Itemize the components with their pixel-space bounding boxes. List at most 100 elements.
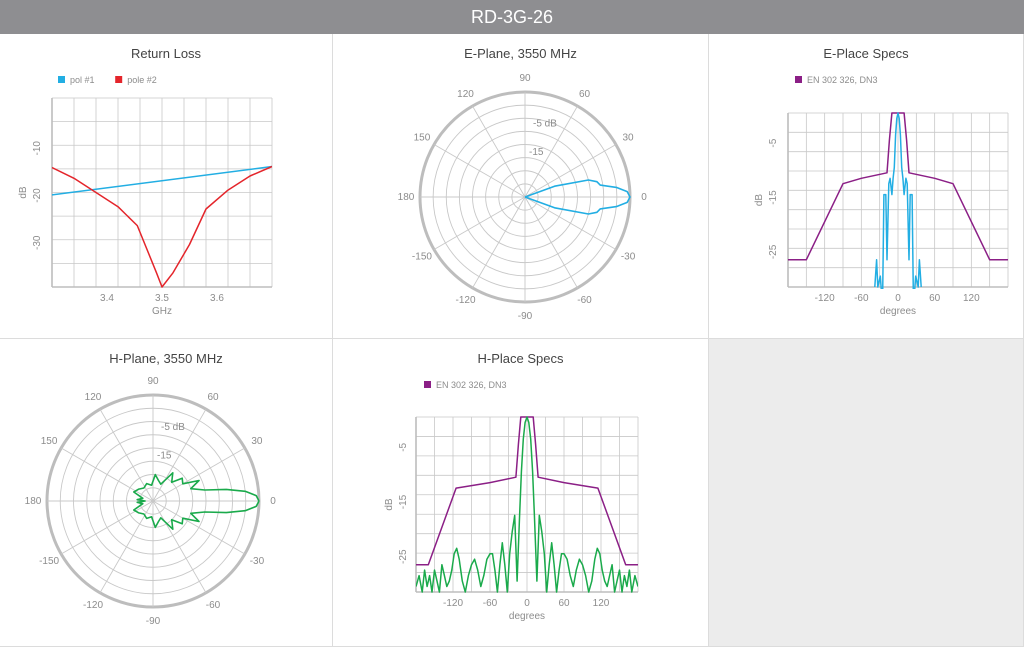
y-axis-label: dB: [384, 498, 395, 511]
panel-return-loss: Return Loss 3.4 3.5 3.6 -10 -20 -30 GHz dB pol #…: [0, 34, 333, 339]
y-tick-label: -20: [32, 188, 43, 203]
h-specs-chart: -120 -60 0 60 120 -5 -15 -25 degrees dB EN 302 326…: [384, 380, 639, 622]
polar-spoke: [472, 105, 526, 198]
y-tick-label: -5: [398, 442, 409, 451]
polar-spoke: [433, 144, 526, 198]
legend-label: pol #1: [70, 75, 95, 85]
h-plane-chart: 90 60 30 0 -30 -60 -90 -120 -150 180 150 120 -5 dB -1…: [25, 376, 277, 627]
polar-spoke: [472, 196, 526, 289]
app-title-bar: RD-3G-26: [0, 0, 1024, 34]
panel-h-plane: H-Plane, 3550 MHz 90 60 30 0 -30 -60 -90 -120 -1…: [0, 339, 333, 647]
angle-label: -150: [39, 556, 59, 567]
x-tick-label: 3.6: [210, 293, 224, 304]
y-tick-label: -5: [768, 138, 779, 147]
legend-label: pole #2: [127, 75, 157, 85]
panel-e-plane: E-Plane, 3550 MHz 90 60 30 0 -30 -60 -90 -120 -1…: [333, 34, 709, 339]
legend-label: EN 302 326, DN3: [807, 75, 878, 85]
x-tick-label: 120: [963, 293, 980, 304]
y-tick-label: -30: [32, 235, 43, 250]
angle-label: 60: [207, 392, 219, 403]
angle-label: -90: [518, 311, 533, 322]
series-line-2: [52, 165, 272, 288]
h-plane-title: H-Plane, 3550 MHz: [109, 351, 223, 366]
polar-spoke: [152, 500, 207, 594]
angle-label: -150: [412, 252, 432, 263]
y-axis-label: dB: [18, 186, 29, 199]
y-tick-label: -25: [398, 549, 409, 564]
x-tick-label: 3.5: [155, 293, 169, 304]
polar-spoke: [99, 408, 154, 502]
legend-swatch: [424, 381, 431, 388]
e-plane-title: E-Plane, 3550 MHz: [464, 46, 577, 61]
polar-spoke: [60, 447, 154, 502]
angle-label: -120: [455, 295, 475, 306]
x-axis-label: degrees: [509, 611, 545, 622]
app-title: RD-3G-26: [470, 6, 554, 27]
e-plane-chart: 90 60 30 0 -30 -60 -90 -120 -150 180 150 120 -5 dB -1…: [398, 73, 648, 322]
angle-label: 30: [622, 133, 634, 144]
panel-e-specs: E-Place Specs -120 -60 0 60 120 -5 -15 -25 degre…: [709, 34, 1024, 339]
series-line-1: [52, 165, 272, 196]
y-axis-label: dB: [754, 194, 765, 207]
angle-label: 150: [41, 436, 58, 447]
h-specs-title: H-Place Specs: [477, 351, 564, 366]
radial-label: -15: [529, 147, 544, 158]
angle-label: 180: [398, 192, 415, 203]
e-specs-chart: -120 -60 0 60 120 -5 -15 -25 degrees dB EN 302 326…: [754, 75, 1009, 317]
angle-label: 120: [457, 89, 474, 100]
y-tick-label: -10: [32, 141, 43, 156]
polar-spoke: [524, 196, 578, 289]
polar-spoke: [60, 500, 154, 555]
polar-spoke: [524, 196, 617, 250]
radial-label: -15: [157, 450, 172, 461]
angle-label: -90: [146, 616, 161, 627]
x-tick-label: 120: [593, 598, 610, 609]
polar-spoke: [433, 196, 526, 250]
polar-spoke: [152, 408, 207, 502]
angle-label: 90: [147, 376, 159, 387]
e-specs-title: E-Place Specs: [823, 46, 909, 61]
legend-swatch: [58, 76, 65, 83]
y-tick-label: -15: [768, 190, 779, 205]
return_loss-plot-area: [51, 97, 273, 288]
x-tick-label: -120: [815, 293, 835, 304]
angle-label: 0: [641, 192, 647, 203]
angle-label: 60: [579, 89, 591, 100]
e_specs-plot-area: [787, 112, 1009, 289]
angle-label: -30: [621, 252, 636, 263]
radial-label: -5 dB: [161, 422, 185, 433]
polar-spoke: [524, 144, 617, 198]
series-line-2: [874, 112, 922, 289]
angle-label: -60: [206, 600, 221, 611]
y-tick-label: -15: [398, 494, 409, 509]
legend-swatch: [795, 76, 802, 83]
angle-label: 90: [519, 73, 531, 84]
polar-spoke: [152, 447, 246, 502]
x-tick-label: 3.4: [100, 293, 114, 304]
angle-label: 150: [414, 133, 431, 144]
polar-spoke: [524, 105, 578, 198]
h_specs-plot-area: [415, 416, 639, 593]
series-line-2: [416, 416, 638, 593]
return-loss-chart: 3.4 3.5 3.6 -10 -20 -30 GHz dB pol #1 pole #2: [18, 75, 273, 317]
x-axis-label: degrees: [880, 306, 916, 317]
x-tick-label: -60: [483, 598, 498, 609]
radial-label: -5 dB: [533, 119, 557, 130]
x-tick-label: -120: [443, 598, 463, 609]
h_plane-polar-area: [45, 393, 261, 609]
return-loss-title: Return Loss: [130, 46, 202, 61]
polar-series-1: [133, 472, 260, 530]
angle-label: 30: [251, 436, 263, 447]
angle-label: -120: [83, 600, 103, 611]
polar-spoke: [99, 500, 154, 594]
x-axis-label: GHz: [152, 306, 172, 317]
legend-swatch: [115, 76, 123, 83]
x-tick-label: 0: [524, 598, 530, 609]
angle-label: 180: [25, 496, 42, 507]
angle-label: 0: [270, 496, 276, 507]
angle-label: -60: [577, 295, 592, 306]
angle-label: 120: [85, 392, 102, 403]
polar-series-1: [524, 179, 631, 215]
x-tick-label: 0: [895, 293, 901, 304]
panel-empty: [709, 339, 1024, 647]
